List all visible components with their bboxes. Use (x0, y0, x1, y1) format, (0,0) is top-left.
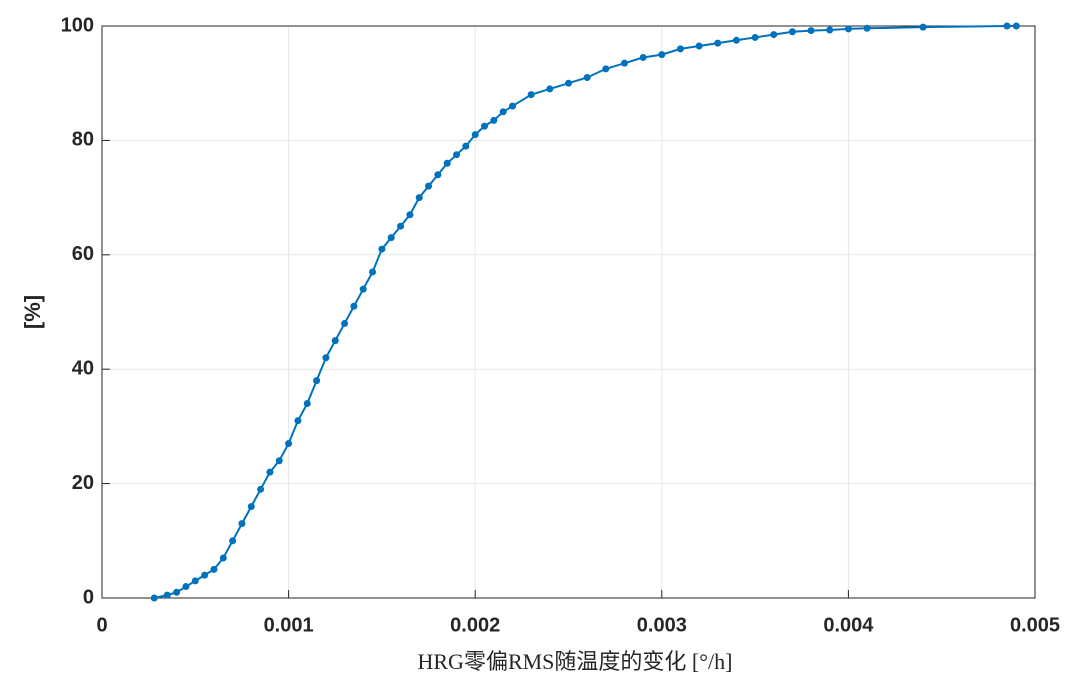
data-point (163, 591, 171, 599)
data-point (378, 245, 386, 253)
data-point (425, 182, 433, 190)
data-point (285, 440, 293, 448)
data-point (303, 400, 311, 408)
data-point (919, 23, 927, 31)
data-point (1003, 22, 1011, 30)
data-point (238, 520, 246, 528)
data-point (620, 59, 628, 67)
data-point (583, 73, 591, 81)
data-point (173, 588, 181, 596)
data-point (844, 25, 852, 33)
data-point (331, 337, 339, 345)
data-point (527, 91, 535, 99)
data-point (453, 151, 461, 159)
data-line (154, 25, 1017, 599)
data-point (369, 268, 377, 276)
plot-frame (101, 25, 1036, 599)
data-point (751, 33, 759, 41)
data-point (182, 583, 190, 591)
data-point (499, 108, 507, 116)
y-tick-label: 40 (72, 357, 94, 379)
data-point (732, 36, 740, 44)
data-point (462, 142, 470, 150)
data-point (546, 85, 554, 93)
data-point (863, 24, 871, 32)
x-tick-label: 0.003 (637, 614, 687, 636)
data-point (565, 79, 572, 87)
data-point (359, 285, 367, 293)
x-tick-label: 0.005 (1010, 614, 1060, 636)
x-tick-label: 0.004 (823, 614, 874, 636)
data-point (471, 131, 479, 139)
x-tick-label: 0 (96, 614, 107, 636)
data-point (247, 502, 255, 510)
data-point (770, 31, 778, 39)
data-point (639, 53, 647, 61)
x-tick-label: 0.002 (450, 614, 500, 636)
data-point (397, 222, 405, 230)
data-point (406, 211, 414, 219)
data-point (266, 468, 274, 476)
x-axis-label: HRG零偏RMS随温度的变化 [°/h] (418, 649, 733, 674)
y-tick-label: 100 (61, 14, 94, 36)
data-point (313, 377, 321, 385)
data-point (490, 116, 498, 124)
data-point (807, 27, 815, 35)
y-tick-label: 60 (72, 243, 94, 265)
data-point (257, 485, 265, 493)
data-point (509, 102, 517, 110)
data-point (602, 65, 610, 73)
data-point (434, 171, 442, 179)
data-point (150, 594, 158, 602)
data-point (1012, 22, 1020, 30)
data-point (415, 194, 423, 202)
data-point (387, 234, 395, 242)
x-tick-label: 0.001 (264, 614, 314, 636)
data-point (481, 122, 489, 130)
data-point (695, 42, 703, 50)
y-tick-label: 80 (72, 129, 94, 151)
data-point (350, 302, 358, 310)
data-point (826, 26, 834, 34)
y-tick-label: 20 (72, 472, 94, 494)
data-point (191, 577, 199, 585)
data-point (341, 319, 349, 327)
data-point (294, 417, 302, 425)
data-point (714, 39, 722, 47)
data-point (788, 28, 796, 36)
data-point (322, 354, 330, 362)
data-point (219, 554, 227, 562)
data-point (275, 457, 283, 465)
data-point (676, 45, 684, 53)
y-axis-label: [%] (20, 295, 45, 329)
data-point (229, 537, 237, 545)
data-point (210, 565, 218, 573)
data-point (201, 571, 209, 579)
data-point (443, 159, 451, 167)
data-point (658, 51, 666, 59)
y-tick-label: 0 (83, 586, 94, 608)
